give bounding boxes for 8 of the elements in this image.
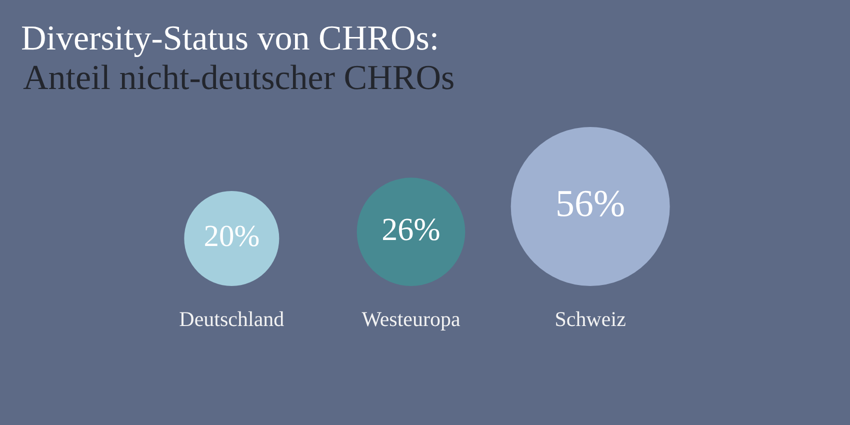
category-label: Schweiz bbox=[554, 307, 626, 332]
category-label: Westeuropa bbox=[362, 307, 461, 332]
data-label: 20% bbox=[204, 219, 260, 254]
text: Anteil nicht-deutscher CHROs bbox=[23, 58, 455, 97]
text: Diversity-Status von CHROs: bbox=[21, 18, 440, 58]
category-label: Deutschland bbox=[179, 307, 285, 332]
data-label: 56% bbox=[556, 182, 626, 225]
data-label: 26% bbox=[382, 210, 440, 247]
